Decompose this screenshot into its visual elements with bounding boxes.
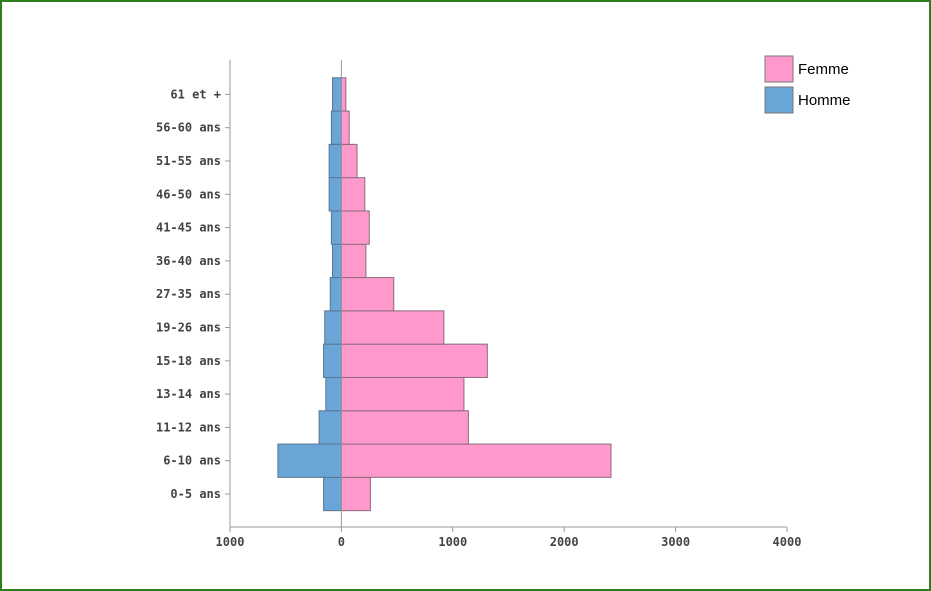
axes bbox=[225, 60, 788, 532]
category-label-12: 61 et + bbox=[170, 87, 221, 101]
category-label-7: 36-40 ans bbox=[156, 254, 221, 268]
category-label-6: 27-35 ans bbox=[156, 287, 221, 301]
category-label-5: 19-26 ans bbox=[156, 321, 221, 335]
category-label-2: 11-12 ans bbox=[156, 420, 221, 434]
bar-homme-5 bbox=[324, 310, 342, 345]
category-labels: 0-5 ans 6-10 ans 11-12 ans 13-14 ans 15-18 a… bbox=[156, 87, 221, 501]
bar-homme-4 bbox=[323, 343, 342, 378]
category-label-0: 0-5 ans bbox=[170, 487, 221, 501]
x-tick-label-4: 3000 bbox=[661, 535, 690, 549]
legend: Femme Homme bbox=[764, 55, 851, 114]
legend-label-femme: Femme bbox=[798, 61, 849, 78]
legend-swatch-homme bbox=[764, 86, 794, 114]
bar-homme-8 bbox=[330, 210, 342, 245]
bar-femme-4 bbox=[340, 343, 488, 378]
bar-femme-3 bbox=[340, 376, 465, 412]
legend-label-homme: Homme bbox=[798, 92, 851, 109]
homme-bars bbox=[277, 77, 342, 512]
bar-femme-2 bbox=[340, 410, 469, 445]
bar-homme-12 bbox=[331, 77, 342, 112]
bar-homme-9 bbox=[328, 177, 342, 212]
x-tick-labels: 1000 0 1000 2000 3000 4000 bbox=[216, 535, 802, 549]
x-tick-label-0: 1000 bbox=[216, 535, 245, 549]
x-tick-label-3: 2000 bbox=[550, 535, 579, 549]
bar-femme-6 bbox=[340, 277, 395, 312]
legend-swatch-femme bbox=[764, 55, 794, 83]
category-label-9: 46-50 ans bbox=[156, 187, 221, 201]
category-label-3: 13-14 ans bbox=[156, 387, 221, 401]
femme-bars bbox=[340, 77, 612, 512]
x-tick-label-2: 1000 bbox=[438, 535, 467, 549]
category-label-8: 41-45 ans bbox=[156, 221, 221, 235]
bar-homme-2 bbox=[318, 410, 342, 445]
bar-femme-11 bbox=[340, 110, 350, 145]
bar-femme-9 bbox=[340, 177, 366, 212]
bar-femme-10 bbox=[340, 143, 358, 179]
bar-homme-11 bbox=[330, 110, 342, 145]
bar-homme-0 bbox=[323, 476, 342, 512]
bar-femme-1 bbox=[340, 443, 612, 478]
bar-homme-10 bbox=[328, 143, 342, 179]
category-label-1: 6-10 ans bbox=[163, 454, 221, 468]
x-tick-label-1: 0 bbox=[338, 535, 345, 549]
bar-homme-6 bbox=[329, 277, 342, 312]
x-tick-label-5: 4000 bbox=[773, 535, 802, 549]
category-label-10: 51-55 ans bbox=[156, 154, 221, 168]
bar-homme-3 bbox=[325, 376, 342, 412]
category-label-11: 56-60 ans bbox=[156, 121, 221, 135]
bar-homme-1 bbox=[277, 443, 342, 478]
bar-femme-7 bbox=[340, 243, 367, 279]
bar-homme-7 bbox=[331, 243, 342, 279]
bar-femme-8 bbox=[340, 210, 370, 245]
category-label-4: 15-18 ans bbox=[156, 354, 221, 368]
bar-femme-12 bbox=[340, 77, 347, 112]
bar-femme-0 bbox=[340, 476, 371, 512]
bar-femme-5 bbox=[340, 310, 445, 345]
